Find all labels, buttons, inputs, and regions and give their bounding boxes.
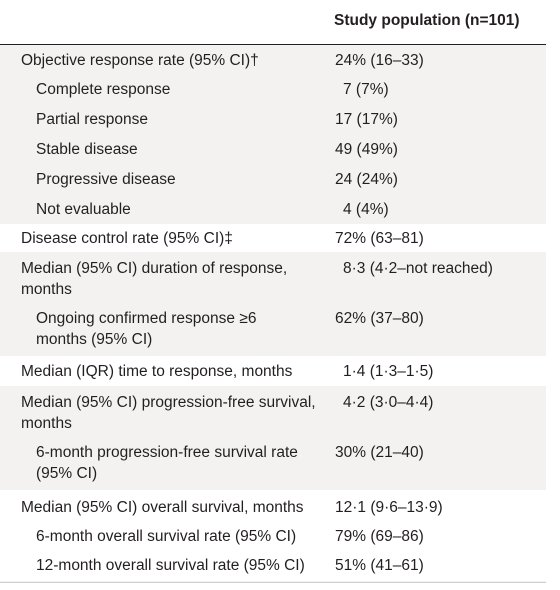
row-value: 1·4 (1·3–1·5) <box>343 363 434 380</box>
row-label: Complete response <box>36 81 171 98</box>
row-12-month-os-rate: 12-month overall survival rate (95% CI) … <box>0 551 546 581</box>
row-value: 49 (49%) <box>335 141 398 158</box>
row-6-month-os-rate: 6-month overall survival rate (95% CI) 7… <box>0 521 546 551</box>
row-value: 51% (41–61) <box>335 557 424 574</box>
row-value: 79% (69–86) <box>335 528 424 545</box>
row-label: Objective response rate (95% CI)† <box>21 52 259 69</box>
row-time-to-response: Median (IQR) time to response, months 1·… <box>0 356 546 386</box>
row-value: 30% (21–40) <box>335 444 424 461</box>
row-value: 12·1 (9·6–13·9) <box>335 499 443 516</box>
row-6-month-pfs-rate: 6-month progression-free survival rate (… <box>0 438 546 490</box>
row-label-line-1: Median (95% CI) progression-free surviva… <box>21 394 316 411</box>
row-stable-disease: Stable disease 49 (49%) <box>0 135 546 165</box>
row-label-line-2: months (95% CI) <box>36 331 153 348</box>
row-label: 12-month overall survival rate (95% CI) <box>36 557 305 574</box>
row-label: 6-month overall survival rate (95% CI) <box>36 528 297 545</box>
row-label-line-2: months <box>21 415 72 432</box>
row-value: 72% (63–81) <box>335 230 424 247</box>
row-value: 4 (4%) <box>343 201 389 218</box>
row-label: Progressive disease <box>36 171 176 188</box>
row-value: 7 (7%) <box>343 81 389 98</box>
row-not-evaluable: Not evaluable 4 (4%) <box>0 195 546 224</box>
row-label: Not evaluable <box>36 201 131 218</box>
row-complete-response: Complete response 7 (7%) <box>0 75 546 105</box>
row-label: Disease control rate (95% CI)‡ <box>21 230 233 247</box>
row-ongoing-confirmed-response: Ongoing confirmed response ≥6 months (95… <box>0 303 546 356</box>
row-label: Partial response <box>36 111 149 128</box>
row-partial-response: Partial response 17 (17%) <box>0 105 546 135</box>
row-progression-free-survival: Median (95% CI) progression-free surviva… <box>0 386 546 438</box>
row-value: 8·3 (4·2–not reached) <box>343 260 493 277</box>
row-label: Median (IQR) time to response, months <box>21 363 293 380</box>
row-value: 62% (37–80) <box>335 310 424 327</box>
row-label-line-2: (95% CI) <box>36 465 98 482</box>
row-duration-of-response: Median (95% CI) duration of response, mo… <box>0 252 546 303</box>
row-value: 4·2 (3·0–4·4) <box>343 394 434 411</box>
row-label-line-1: Ongoing confirmed response ≥6 <box>36 310 257 327</box>
table-header: Study population (n=101) <box>0 0 546 45</box>
row-disease-control-rate: Disease control rate (95% CI)‡ 72% (63–8… <box>0 224 546 252</box>
results-table: Study population (n=101) Objective respo… <box>0 0 546 583</box>
column-header-study-population: Study population (n=101) <box>334 12 520 29</box>
row-label-line-1: Median (95% CI) duration of response, <box>21 260 288 277</box>
row-value: 17 (17%) <box>335 111 398 128</box>
row-label-line-2: months <box>21 281 72 298</box>
row-progressive-disease: Progressive disease 24 (24%) <box>0 165 546 195</box>
row-label: Median (95% CI) overall survival, months <box>21 499 304 516</box>
row-value: 24 (24%) <box>335 171 398 188</box>
row-value: 24% (16–33) <box>335 52 424 69</box>
row-overall-survival: Median (95% CI) overall survival, months… <box>0 490 546 521</box>
row-label-line-1: 6-month progression-free survival rate <box>36 444 298 461</box>
row-label: Stable disease <box>36 141 138 158</box>
row-objective-response-rate: Objective response rate (95% CI)† 24% (1… <box>0 45 546 75</box>
